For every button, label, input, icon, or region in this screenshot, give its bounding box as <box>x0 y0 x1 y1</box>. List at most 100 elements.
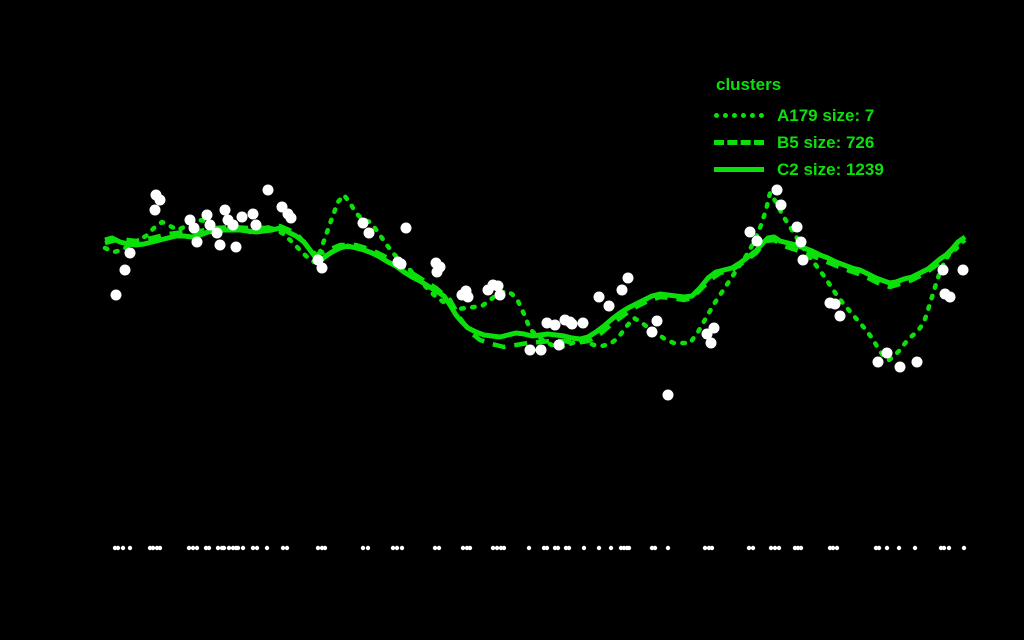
scatter-point <box>593 291 605 303</box>
rug-point <box>394 545 400 551</box>
rug-point <box>555 545 561 551</box>
scatter-point <box>201 209 213 221</box>
scatter-point <box>603 300 615 312</box>
rug-point <box>467 545 473 551</box>
scatter-point <box>119 264 131 276</box>
rug-point <box>127 545 133 551</box>
rug-point <box>798 545 804 551</box>
scatter-point <box>316 262 328 274</box>
series-line-c2 <box>104 225 967 342</box>
scatter-point <box>549 319 561 331</box>
scatter-point <box>154 194 166 206</box>
scatter-point <box>911 356 923 368</box>
scatter-point <box>227 219 239 231</box>
scatter-point <box>250 219 262 231</box>
scatter-point <box>944 291 956 303</box>
rug-point <box>221 545 227 551</box>
scatter-point <box>494 289 506 301</box>
scatter-point <box>462 291 474 303</box>
scatter-point <box>188 222 200 234</box>
scatter-point <box>219 204 231 216</box>
rug-point <box>190 545 196 551</box>
rug-point <box>834 545 840 551</box>
solid-line-key-icon <box>714 167 764 172</box>
scatter-point <box>566 318 578 330</box>
scatter-point <box>791 221 803 233</box>
scatter-point <box>771 184 783 196</box>
rug-point <box>946 545 952 551</box>
rug-point <box>254 545 260 551</box>
rug-point <box>652 545 658 551</box>
rug-point <box>776 545 782 551</box>
legend-label-a179: A179 size: 7 <box>777 106 875 125</box>
dashed-line-key-icon <box>714 140 764 145</box>
series-lines-layer <box>102 190 967 363</box>
rug-point <box>526 545 532 551</box>
legend: clusters A179 size: 7 B5 size: 726 C2 si… <box>714 76 884 183</box>
scatter-point <box>957 264 969 276</box>
legend-item-c2: C2 size: 1239 <box>714 156 884 183</box>
rug-point <box>941 545 947 551</box>
rug-point <box>399 545 405 551</box>
scatter-point <box>211 227 223 239</box>
scatter-point <box>357 217 369 229</box>
scatter-layer <box>110 184 969 401</box>
rug-point <box>596 545 602 551</box>
legend-item-b5: B5 size: 726 <box>714 129 884 156</box>
rug-point <box>912 545 918 551</box>
rug-point <box>490 545 496 551</box>
rug-point <box>264 545 270 551</box>
rug-point <box>772 545 778 551</box>
dotted-line-key-icon <box>714 113 764 118</box>
rug-point <box>215 545 221 551</box>
scatter-point <box>708 322 720 334</box>
rug-point <box>150 545 156 551</box>
scatter-point <box>797 254 809 266</box>
rug-point <box>315 545 321 551</box>
rug-point <box>665 545 671 551</box>
scatter-point <box>535 344 547 356</box>
rug-point <box>566 545 572 551</box>
scatter-point <box>662 389 674 401</box>
scatter-point <box>705 337 717 349</box>
scatter-point <box>124 247 136 259</box>
rug-point <box>284 545 290 551</box>
scatter-point <box>492 280 504 292</box>
scatter-point <box>646 326 658 338</box>
rug-point <box>235 545 241 551</box>
rug-point <box>608 545 614 551</box>
scatter-point <box>431 266 443 278</box>
rug-point <box>120 545 126 551</box>
scatter-point <box>937 264 949 276</box>
scatter-point <box>894 361 906 373</box>
scatter-point <box>744 226 756 238</box>
rug-point <box>186 545 192 551</box>
rug-point <box>884 545 890 551</box>
scatter-point <box>622 272 634 284</box>
scatter-point <box>872 356 884 368</box>
rug-point <box>750 545 756 551</box>
rug-point <box>709 545 715 551</box>
scatter-point <box>553 339 565 351</box>
scatter-point <box>400 222 412 234</box>
scatter-point <box>204 219 216 231</box>
rug-point <box>390 545 396 551</box>
scatter-point <box>247 208 259 220</box>
rug-layer <box>112 545 967 551</box>
rug-point <box>115 545 121 551</box>
rug-point <box>194 545 200 551</box>
rug-point <box>961 545 967 551</box>
rug-point <box>581 545 587 551</box>
scatter-point <box>577 317 589 329</box>
scatter-point <box>829 298 841 310</box>
scatter-point <box>795 236 807 248</box>
scatter-point <box>214 239 226 251</box>
rug-point <box>365 545 371 551</box>
scatter-point <box>230 241 242 253</box>
scatter-point <box>236 211 248 223</box>
scatter-point <box>616 284 628 296</box>
rug-point <box>702 545 708 551</box>
rug-point <box>322 545 328 551</box>
